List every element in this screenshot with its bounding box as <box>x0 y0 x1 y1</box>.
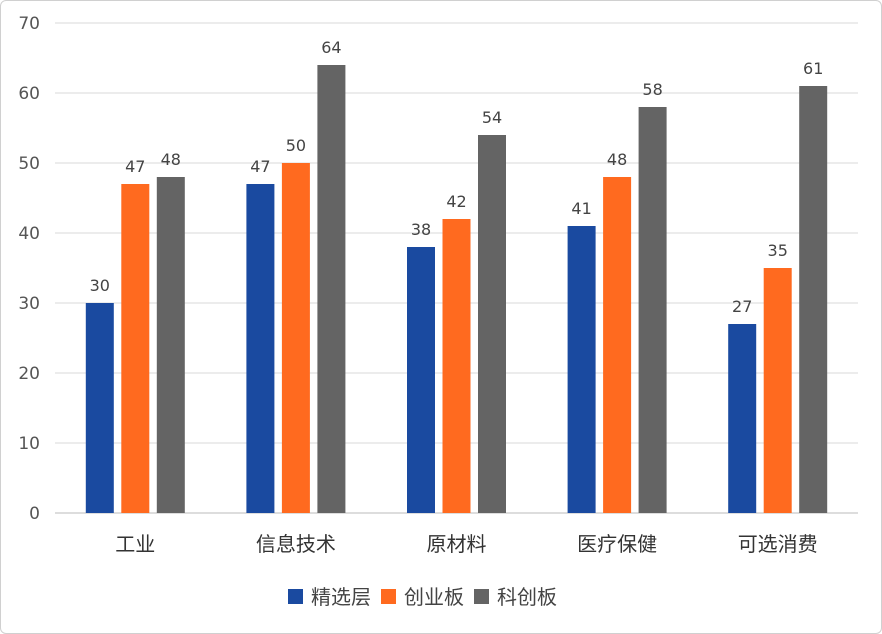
x-tick-label: 可选消费 <box>738 532 818 556</box>
bar <box>442 219 471 513</box>
data-label: 38 <box>411 220 431 239</box>
x-tick-label: 医疗保健 <box>577 532 657 556</box>
bar <box>121 184 150 513</box>
x-tick-label: 信息技术 <box>256 532 336 556</box>
data-label: 58 <box>642 80 662 99</box>
data-label: 27 <box>732 297 752 316</box>
y-tick-label: 40 <box>18 224 40 244</box>
data-label: 41 <box>571 199 591 218</box>
bar <box>638 107 667 513</box>
legend-swatch <box>288 589 303 604</box>
bar <box>763 268 792 513</box>
bar <box>603 177 632 513</box>
data-label: 48 <box>161 150 181 169</box>
data-label: 42 <box>446 192 466 211</box>
bar <box>728 324 757 513</box>
legend-swatch <box>381 589 396 604</box>
bar <box>281 163 310 513</box>
x-tick-label: 原材料 <box>427 532 487 556</box>
data-label: 48 <box>607 150 627 169</box>
bar <box>407 247 435 513</box>
y-tick-label: 60 <box>18 84 40 104</box>
y-tick-label: 20 <box>18 364 40 384</box>
data-label: 61 <box>803 59 823 78</box>
bar <box>246 184 275 513</box>
bar <box>478 135 506 513</box>
bar <box>317 65 346 513</box>
data-label: 64 <box>321 38 341 57</box>
y-tick-label: 50 <box>18 154 40 174</box>
legend-label: 精选层 <box>311 585 371 609</box>
data-label: 30 <box>90 276 110 295</box>
legend-label: 科创板 <box>497 585 557 609</box>
legend-swatch <box>474 589 489 604</box>
bar <box>85 303 114 513</box>
y-tick-label: 30 <box>18 294 40 314</box>
x-tick-label: 工业 <box>115 532 155 556</box>
data-label: 47 <box>250 157 270 176</box>
y-tick-label: 10 <box>18 434 40 454</box>
data-label: 50 <box>286 136 306 155</box>
y-tick-label: 70 <box>18 14 40 34</box>
data-label: 47 <box>125 157 145 176</box>
bar <box>799 86 828 513</box>
data-label: 35 <box>768 241 788 260</box>
bar <box>156 177 185 513</box>
y-tick-label: 0 <box>29 504 40 524</box>
bar <box>567 226 596 513</box>
data-label: 54 <box>482 108 502 127</box>
legend-label: 创业板 <box>404 585 464 609</box>
